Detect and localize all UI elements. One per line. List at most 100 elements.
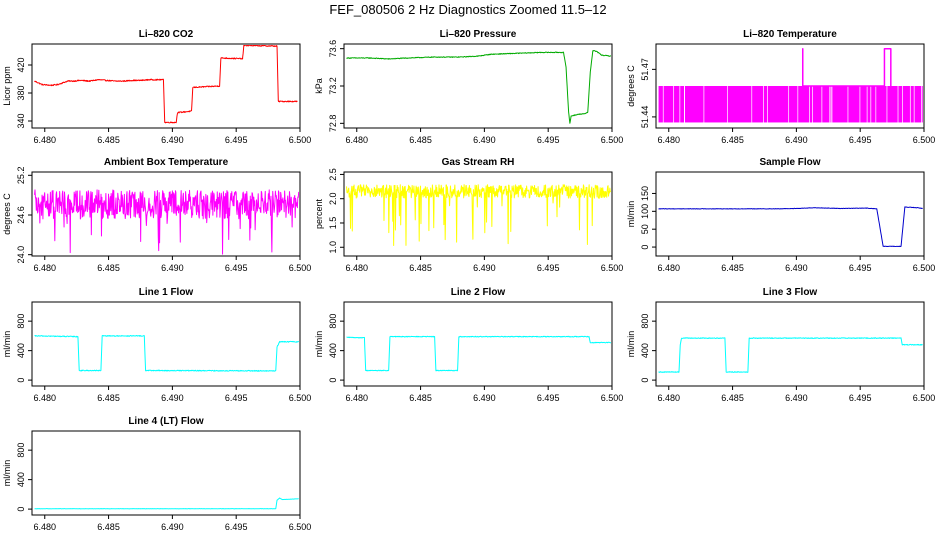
y-tick-label: 51.47 [640, 58, 650, 81]
chart-title: Li–820 Temperature [743, 29, 837, 40]
y-tick-label: 150 [640, 186, 650, 201]
page-title: FEF_080506 2 Hz Diagnostics Zoomed 11.5–… [329, 2, 607, 17]
x-tick-label: 6.500 [601, 135, 624, 145]
chart-panel-4: Ambient Box Temperature degrees C 6.480 6.4… [2, 157, 311, 273]
x-tick-label: 6.480 [345, 393, 368, 403]
x-tick-label: 6.490 [785, 135, 808, 145]
plot-area [346, 50, 611, 124]
plot-frame [31, 171, 301, 257]
y-axis-label: ml/min [626, 201, 636, 228]
y-tick-label: 400 [328, 343, 338, 358]
y-tick-label: 0 [640, 245, 650, 250]
x-tick-label: 6.480 [33, 135, 56, 145]
series-line [658, 206, 923, 248]
chart-title: Ambient Box Temperature [104, 157, 229, 168]
x-tick-label: 6.485 [97, 393, 120, 403]
series-line [658, 337, 923, 373]
chart-title: Line 2 Flow [451, 287, 506, 298]
y-axis-label: degrees C [626, 65, 636, 107]
y-tick-label: 100 [640, 204, 650, 219]
x-tick-label: 6.485 [97, 135, 120, 145]
plot-area [34, 189, 299, 255]
y-tick-label: 0 [640, 378, 650, 383]
plot-frame [655, 171, 925, 257]
x-tick-label: 6.490 [473, 135, 496, 145]
series-line [34, 497, 299, 510]
chart-panel-2: Li–820 Pressure kPa 6.480 6.485 6.490 6.495 6.… [314, 29, 623, 145]
x-tick-label: 6.480 [33, 393, 56, 403]
y-axis-label: percent [314, 198, 324, 229]
x-tick-label: 6.500 [913, 393, 936, 403]
x-tick-label: 6.490 [161, 263, 184, 273]
y-axis-label: degrees C [2, 193, 12, 235]
chart-title: Gas Stream RH [442, 157, 515, 168]
x-tick-label: 6.495 [225, 522, 248, 532]
y-tick-label: 0 [16, 378, 26, 383]
x-tick-label: 6.490 [785, 263, 808, 273]
y-tick-label: 73.2 [328, 77, 338, 95]
plot-frame [31, 43, 301, 129]
x-tick-label: 6.490 [473, 263, 496, 273]
x-tick-label: 6.480 [345, 135, 368, 145]
x-tick-label: 6.495 [225, 263, 248, 273]
chart-panel-8: Line 2 Flow ml/min 6.480 6.485 6.490 6.495 6.5… [314, 287, 623, 403]
plot-frame [655, 43, 925, 129]
temperature-band [658, 86, 923, 123]
y-tick-label: 2.0 [328, 192, 338, 205]
y-tick-label: 73.6 [328, 40, 338, 58]
y-tick-label: 1.5 [328, 217, 338, 230]
y-tick-label: 400 [640, 343, 650, 358]
plot-area [34, 497, 299, 510]
x-tick-label: 6.490 [473, 393, 496, 403]
chart-title: Li–820 Pressure [440, 29, 517, 40]
chart-panel-6: Sample Flow ml/min 6.480 6.485 6.490 6.495 6.5… [626, 157, 935, 273]
chart-panel-1: Li–820 CO2 Licor ppm 6.480 6.485 6.490 6.495 6… [2, 29, 311, 145]
y-tick-label: 1.0 [328, 241, 338, 254]
x-tick-label: 6.480 [33, 263, 56, 273]
x-tick-label: 6.485 [97, 263, 120, 273]
series-line [34, 334, 299, 372]
x-tick-label: 6.500 [913, 135, 936, 145]
y-tick-label: 800 [328, 314, 338, 329]
chart-title: Li–820 CO2 [139, 29, 194, 40]
plot-frame [31, 301, 301, 387]
series-line [346, 335, 611, 372]
x-tick-label: 6.480 [657, 393, 680, 403]
x-tick-label: 6.495 [537, 393, 560, 403]
chart-panel-10: Line 4 (LT) Flow ml/min 6.480 6.485 6.490 6.4… [2, 416, 311, 532]
x-tick-label: 6.495 [849, 135, 872, 145]
chart-panel-5: Gas Stream RH percent 6.480 6.485 6.490 6.495… [314, 157, 623, 273]
x-tick-label: 6.485 [721, 263, 744, 273]
x-tick-label: 6.480 [33, 522, 56, 532]
y-tick-label: 800 [16, 443, 26, 458]
plot-frame [343, 301, 613, 387]
y-tick-label: 24.0 [16, 246, 26, 264]
x-tick-label: 6.495 [537, 263, 560, 273]
x-tick-label: 6.500 [601, 393, 624, 403]
plot-area [658, 337, 923, 373]
y-tick-label: 800 [640, 314, 650, 329]
x-tick-label: 6.490 [161, 135, 184, 145]
x-tick-label: 6.500 [289, 522, 312, 532]
x-tick-label: 6.500 [913, 263, 936, 273]
x-tick-label: 6.500 [601, 263, 624, 273]
x-tick-label: 6.490 [161, 522, 184, 532]
series-line [346, 50, 611, 124]
x-tick-label: 6.490 [785, 393, 808, 403]
x-tick-label: 6.485 [721, 135, 744, 145]
series-line [34, 45, 298, 124]
x-tick-label: 6.480 [657, 263, 680, 273]
y-tick-label: 2.5 [328, 168, 338, 181]
x-tick-label: 6.500 [289, 263, 312, 273]
y-tick-label: 800 [16, 314, 26, 329]
series-line [802, 48, 892, 87]
y-tick-label: 24.6 [16, 206, 26, 224]
x-tick-label: 6.480 [657, 135, 680, 145]
plot-area [346, 335, 611, 372]
y-axis-label: kPa [314, 78, 324, 94]
y-axis-label: ml/min [626, 331, 636, 358]
plot-frame [655, 301, 925, 387]
chart-panel-3: Li–820 Temperature degrees C 6.480 6.485 6.4… [626, 29, 935, 145]
y-axis-label: ml/min [2, 331, 12, 358]
